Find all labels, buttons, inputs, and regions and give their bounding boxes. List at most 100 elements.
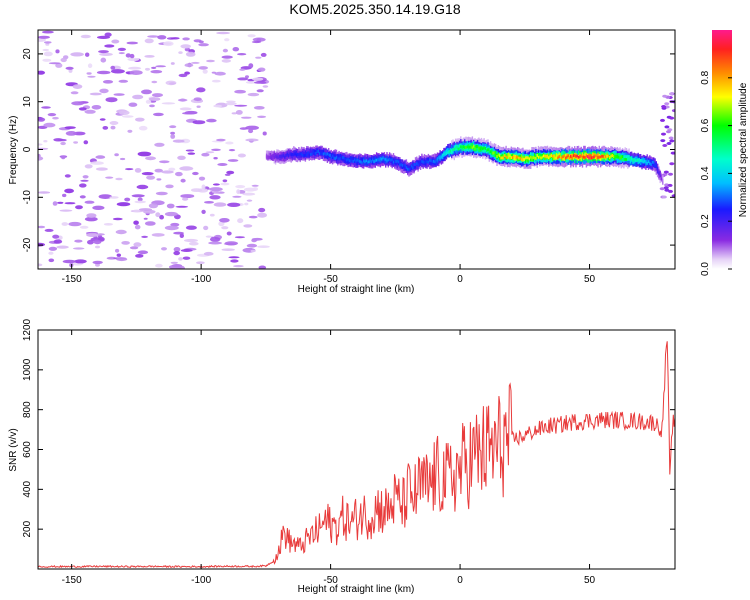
spectrogram-ridge-cell: [453, 147, 455, 151]
spectrogram-ridge-cell: [374, 159, 376, 162]
spectrogram-noise-cell: [161, 247, 167, 251]
spectrogram-noise-cell: [145, 99, 152, 104]
spectrogram-noise-cell: [161, 170, 174, 174]
spectrogram-ridge-cell: [436, 157, 439, 161]
spectrogram-noise-cell: [137, 151, 152, 157]
spectrogram-ridge-cell: [577, 155, 580, 159]
snr-y-tick-label: 1000: [22, 358, 33, 381]
spectrogram-noise-cell: [237, 153, 246, 158]
spectrogram-noise-cell: [669, 162, 675, 166]
spectrogram-noise-cell: [145, 156, 156, 161]
spectrogram-noise-cell: [86, 232, 99, 237]
spectrogram-noise-cell: [100, 57, 107, 63]
spectrogram-noise-cell: [102, 80, 114, 84]
spectrogram-ridge-cell: [360, 160, 362, 164]
spectrogram-noise-cell: [168, 167, 176, 171]
spectrogram-noise-cell: [126, 41, 139, 45]
spectrogram-noise-cell: [87, 75, 96, 78]
spectrogram-ridge-cell: [435, 158, 437, 165]
spectrogram-ridge-cell: [471, 146, 474, 150]
spectrogram-ridge-cell: [421, 159, 423, 163]
spectrogram-ridge-cell: [407, 167, 409, 171]
spectrogram-ridge-cell: [650, 159, 652, 165]
spectrogram-noise-cell: [241, 116, 252, 119]
spectrogram-ridge-cell: [614, 154, 616, 158]
spectrogram-ridge-cell: [514, 154, 516, 158]
spectrogram-ridge-cell: [333, 156, 335, 160]
spectrogram-noise-cell: [232, 195, 242, 198]
spectrogram-noise-cell: [245, 125, 259, 130]
spectrogram-ridge-cell: [381, 157, 383, 161]
spectrogram-noise-cell: [144, 38, 154, 44]
spectrogram-noise-cell: [226, 100, 236, 103]
spectrogram-noise-cell: [669, 139, 675, 143]
spectrogram-ridge-cell: [272, 155, 274, 161]
spectrogram-ridge-cell: [447, 148, 449, 154]
spectrogram-ridge-cell: [564, 156, 567, 160]
spectrogram-ridge-cell: [568, 156, 571, 160]
spectrogram-noise-cell: [198, 66, 208, 70]
spectrogram-ridge-cell: [339, 156, 342, 160]
spectrogram-noise-cell: [668, 172, 673, 176]
spectrogram-noise-cell: [669, 116, 675, 120]
spectrogram-ridge-cell: [284, 155, 286, 159]
spectrogram-noise-cell: [153, 112, 164, 117]
spectrogram-ridge-cell: [391, 158, 393, 165]
spectrogram-ridge-cell: [580, 155, 582, 161]
spectrogram-ridge-cell: [265, 155, 268, 159]
snr-x-tick-label: 50: [584, 575, 596, 586]
colorbar-tick-label: 0.6: [700, 118, 711, 132]
spectrogram-noise-cell: [234, 89, 247, 94]
spectrogram-noise-cell: [59, 209, 73, 212]
spectrogram-ridge-cell: [493, 151, 496, 155]
snr-y-axis-label: SNR (v/v): [8, 428, 19, 471]
spectrogram-ridge-cell: [599, 155, 602, 159]
spectrogram-noise-cell: [64, 126, 76, 129]
spectrogram-ridge-cell: [461, 145, 463, 149]
spectrogram-ridge-cell: [552, 155, 554, 161]
spectrogram-ridge-cell: [435, 158, 437, 162]
spectrogram-noise-cell: [205, 151, 215, 154]
spectrogram-noise-cell: [72, 84, 83, 89]
spectrogram-ridge-cell: [638, 159, 641, 162]
spectrogram-ridge-cell: [382, 157, 384, 163]
spectrogram-ridge-cell: [280, 155, 282, 158]
spectrogram-ridge-cell: [519, 156, 521, 160]
spectrogram-ridge-cell: [347, 158, 349, 164]
spectrogram-ridge-cell: [348, 159, 351, 163]
spectrogram-noise-cell: [38, 35, 50, 39]
spectrogram-ridge-cell: [350, 156, 352, 162]
spectrogram-ridge-cell: [372, 158, 374, 162]
spectrogram-noise-cell: [85, 52, 90, 57]
spectrogram-ridge-cell: [378, 158, 380, 162]
spectrogram-noise-cell: [203, 251, 214, 256]
spectrogram-noise-cell: [154, 142, 165, 147]
spectrogram-ridge-cell: [370, 160, 373, 163]
spectrogram-ridge-cell: [422, 160, 424, 164]
spectrogram-noise-cell: [248, 129, 254, 134]
spectrogram-ridge-cell: [536, 154, 538, 157]
spectrogram-ridge-cell: [316, 150, 318, 153]
spectrogram-ridge-cell: [413, 163, 415, 169]
spectrogram-noise-cell: [208, 241, 223, 245]
spectrogram-noise-cell: [227, 159, 239, 162]
spectrogram-ridge-cell: [482, 147, 484, 151]
spectrogram-noise-cell: [42, 58, 52, 62]
spectrogram-ridge-cell: [589, 155, 591, 158]
spectrogram-ridge-cell: [429, 158, 431, 162]
spectrogram-noise-cell: [234, 236, 245, 239]
spectrogram-ridge-cell: [465, 146, 467, 149]
spectrogram-y-tick-label: -20: [22, 237, 33, 252]
spectrogram-ridge-cell: [373, 160, 375, 164]
spectrogram-ridge-cell: [412, 162, 414, 168]
spectrogram-ridge-cell: [458, 144, 461, 150]
spectrogram-noise-cell: [57, 201, 64, 204]
spectrogram-noise-cell: [52, 234, 60, 239]
spectrogram-noise-cell: [245, 138, 259, 142]
spectrogram-noise-cell: [64, 174, 71, 178]
spectrogram-noise-cell: [209, 187, 223, 192]
spectrogram-ridge-cell: [427, 160, 430, 164]
spectrogram-ridge-cell: [366, 160, 369, 164]
spectrogram-noise-cell: [84, 200, 95, 204]
spectrogram-ridge-cell: [404, 165, 406, 171]
